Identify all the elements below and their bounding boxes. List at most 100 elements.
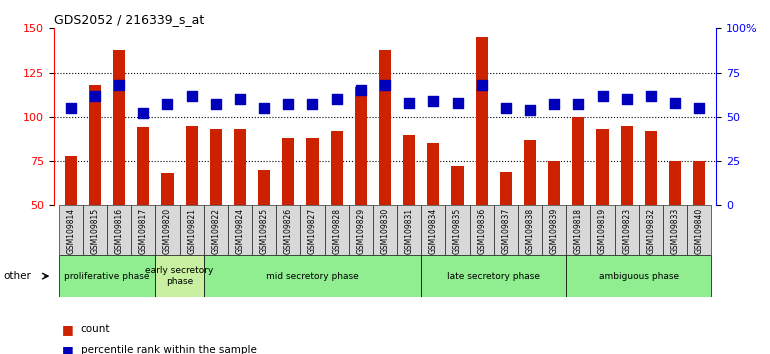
Bar bbox=[669, 161, 681, 205]
Bar bbox=[566, 255, 711, 297]
Point bbox=[644, 93, 657, 98]
Bar bbox=[548, 161, 561, 205]
Bar bbox=[252, 205, 276, 255]
Bar bbox=[186, 126, 198, 205]
Point bbox=[306, 102, 319, 107]
Bar bbox=[470, 205, 494, 255]
Text: ■: ■ bbox=[62, 344, 73, 354]
Bar bbox=[59, 255, 156, 297]
Bar bbox=[89, 85, 101, 205]
Bar bbox=[494, 205, 518, 255]
Point bbox=[548, 102, 561, 107]
Text: GSM109836: GSM109836 bbox=[477, 208, 486, 254]
Bar bbox=[204, 205, 228, 255]
Bar bbox=[476, 37, 487, 205]
Text: GSM109829: GSM109829 bbox=[357, 208, 365, 254]
Bar bbox=[518, 205, 542, 255]
Text: GSM109828: GSM109828 bbox=[332, 208, 341, 254]
Bar bbox=[228, 205, 252, 255]
Bar bbox=[65, 156, 77, 205]
Point bbox=[234, 96, 246, 102]
Text: other: other bbox=[3, 271, 31, 281]
Bar bbox=[524, 140, 536, 205]
Bar bbox=[330, 131, 343, 205]
Bar bbox=[137, 127, 149, 205]
Text: percentile rank within the sample: percentile rank within the sample bbox=[81, 346, 256, 354]
Bar bbox=[566, 205, 591, 255]
Text: GSM109819: GSM109819 bbox=[598, 208, 607, 254]
Bar bbox=[306, 138, 319, 205]
Point bbox=[209, 102, 222, 107]
Text: GSM109817: GSM109817 bbox=[139, 208, 148, 254]
Bar bbox=[107, 205, 131, 255]
Point bbox=[89, 93, 101, 98]
Text: proliferative phase: proliferative phase bbox=[65, 272, 150, 281]
Text: mid secretory phase: mid secretory phase bbox=[266, 272, 359, 281]
Text: GSM109820: GSM109820 bbox=[163, 208, 172, 254]
Text: GSM109824: GSM109824 bbox=[236, 208, 245, 254]
Bar bbox=[614, 205, 639, 255]
Bar bbox=[300, 205, 325, 255]
Bar bbox=[403, 135, 415, 205]
Bar bbox=[644, 131, 657, 205]
Text: GSM109831: GSM109831 bbox=[405, 208, 413, 254]
Bar bbox=[451, 166, 464, 205]
Text: GSM109835: GSM109835 bbox=[453, 208, 462, 254]
Bar bbox=[373, 205, 397, 255]
Text: GSM109834: GSM109834 bbox=[429, 208, 438, 254]
Point bbox=[355, 87, 367, 93]
Point bbox=[427, 98, 440, 104]
Text: GSM109833: GSM109833 bbox=[671, 208, 679, 254]
Bar bbox=[131, 205, 156, 255]
Bar bbox=[542, 205, 566, 255]
Bar bbox=[349, 205, 373, 255]
Text: GSM109839: GSM109839 bbox=[550, 208, 559, 254]
Text: GSM109830: GSM109830 bbox=[380, 208, 390, 254]
Point bbox=[476, 82, 488, 88]
Bar bbox=[355, 87, 367, 205]
Text: GSM109826: GSM109826 bbox=[284, 208, 293, 254]
Point bbox=[500, 105, 512, 111]
Point bbox=[524, 107, 536, 113]
Text: GSM109827: GSM109827 bbox=[308, 208, 317, 254]
Bar bbox=[59, 205, 83, 255]
Bar bbox=[421, 255, 566, 297]
Text: GSM109832: GSM109832 bbox=[646, 208, 655, 254]
Text: ambiguous phase: ambiguous phase bbox=[599, 272, 679, 281]
Point bbox=[596, 93, 608, 98]
Bar bbox=[113, 50, 126, 205]
Point bbox=[693, 105, 705, 111]
Bar bbox=[162, 173, 173, 205]
Bar bbox=[597, 129, 608, 205]
Bar bbox=[397, 205, 421, 255]
Text: GSM109837: GSM109837 bbox=[501, 208, 511, 254]
Text: GSM109823: GSM109823 bbox=[622, 208, 631, 254]
Point bbox=[572, 102, 584, 107]
Point bbox=[186, 93, 198, 98]
Bar bbox=[693, 161, 705, 205]
Bar bbox=[325, 205, 349, 255]
Bar bbox=[276, 205, 300, 255]
Bar bbox=[179, 205, 204, 255]
Bar bbox=[591, 205, 614, 255]
Text: ■: ■ bbox=[62, 323, 73, 336]
Point bbox=[669, 100, 681, 105]
Bar bbox=[639, 205, 663, 255]
Point bbox=[137, 110, 149, 116]
Point bbox=[451, 100, 464, 105]
Bar bbox=[258, 170, 270, 205]
Bar bbox=[234, 129, 246, 205]
Point bbox=[621, 96, 633, 102]
Point bbox=[282, 102, 294, 107]
Bar bbox=[427, 143, 440, 205]
Text: GSM109814: GSM109814 bbox=[66, 208, 75, 254]
Bar bbox=[283, 138, 294, 205]
Bar bbox=[209, 129, 222, 205]
Text: count: count bbox=[81, 324, 110, 334]
Bar bbox=[445, 205, 470, 255]
Bar bbox=[500, 172, 512, 205]
Point bbox=[403, 100, 415, 105]
Bar bbox=[421, 205, 445, 255]
Bar bbox=[156, 205, 179, 255]
Text: early secretory
phase: early secretory phase bbox=[146, 267, 214, 286]
